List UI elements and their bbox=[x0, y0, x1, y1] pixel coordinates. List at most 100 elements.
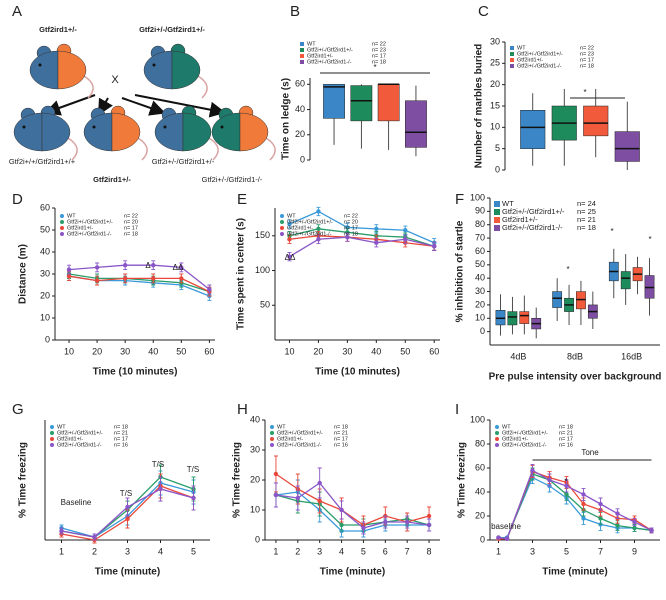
x-tick-label: 20 bbox=[92, 346, 102, 356]
mouse-body bbox=[143, 50, 173, 90]
data-point bbox=[564, 483, 569, 489]
offspring-label: Gtf2i+/-/Gtf2ird1+/- bbox=[152, 157, 215, 166]
y-axis-label: Distance (m) bbox=[18, 244, 29, 304]
legend-n: n= 16 bbox=[114, 442, 128, 448]
x-tick-label: 60 bbox=[204, 346, 214, 356]
legend-n: n= 22 bbox=[344, 213, 358, 219]
legend-label: Gtf2i+/-/Gtf2ird1+/- bbox=[67, 219, 113, 225]
box bbox=[620, 271, 631, 290]
legend-marker bbox=[494, 209, 500, 215]
data-point bbox=[581, 492, 586, 497]
y-tick-label: 90 bbox=[475, 206, 485, 216]
legend-marker bbox=[300, 60, 304, 64]
legend-n: n= 17 bbox=[580, 57, 594, 63]
series-line bbox=[68, 264, 210, 290]
annotation: Baseline bbox=[61, 498, 92, 507]
annotation: T/S bbox=[152, 460, 164, 469]
y-tick-label: 40 bbox=[250, 414, 260, 424]
data-point bbox=[632, 519, 637, 525]
legend-n: n= 16 bbox=[559, 442, 573, 448]
box bbox=[377, 84, 400, 122]
y-tick-label: 40 bbox=[475, 486, 485, 496]
legend-label: Gtf2i+/-/Gtf2ird1+/- bbox=[277, 430, 323, 436]
y-tick-label: 70 bbox=[475, 232, 485, 242]
legend-label: Gtf2i+/-/Gtf2ird1+/- bbox=[502, 430, 548, 436]
legend-marker bbox=[510, 52, 514, 56]
annotation: * bbox=[648, 235, 651, 244]
legend-n: n= 21 bbox=[559, 430, 573, 436]
legend-label: Gtf2ird1+/- bbox=[502, 436, 528, 442]
x-axis-label: Time (minute) bbox=[320, 567, 385, 578]
y-tick-label: 0 bbox=[480, 326, 485, 336]
series-line bbox=[68, 273, 210, 293]
x-axis-label: Time (10 minutes) bbox=[93, 367, 178, 378]
legend-label: Gtf2i+/-/Gtf2ird1-/- bbox=[287, 231, 332, 237]
legend-label: WT bbox=[517, 45, 526, 51]
x-tick-label: 7 bbox=[405, 546, 410, 556]
legend-label: Gtf2i+/-/Gtf2ird1-/- bbox=[277, 442, 322, 448]
x-tick-label: 4dB bbox=[510, 351, 526, 361]
y-tick-label: 40 bbox=[475, 273, 485, 283]
legend-marker bbox=[270, 425, 274, 429]
legend-n: n= 22 bbox=[372, 41, 386, 47]
data-point bbox=[316, 209, 321, 214]
legend-label: Gtf2ird1+/- bbox=[57, 436, 83, 442]
x-tick-label: 9 bbox=[632, 546, 637, 556]
x-axis-label: Time (10 minutes) bbox=[315, 367, 400, 378]
data-point bbox=[317, 480, 322, 486]
x-tick-label: 6 bbox=[383, 546, 388, 556]
y-tick-label: 0 bbox=[300, 154, 305, 164]
x-tick-label: 1 bbox=[59, 546, 64, 556]
legend-n: n= 17 bbox=[559, 436, 573, 442]
legend-marker bbox=[50, 437, 54, 441]
legend-marker bbox=[495, 431, 499, 435]
y-tick-label: 10 bbox=[250, 504, 260, 514]
y-tick-label: 100 bbox=[255, 265, 270, 275]
y-axis-label: % Time freezing bbox=[18, 442, 29, 518]
x-axis-label: Time (minute) bbox=[95, 567, 160, 578]
data-point bbox=[504, 536, 510, 541]
series-line bbox=[498, 473, 652, 540]
data-point bbox=[615, 511, 620, 516]
data-point bbox=[403, 228, 408, 233]
series-line bbox=[289, 235, 435, 247]
legend-n: n= 17 bbox=[114, 436, 128, 442]
annotation: ΔΔ bbox=[173, 263, 184, 272]
legend-n: n= 18 bbox=[580, 63, 594, 69]
x-tick-label: 3 bbox=[317, 546, 322, 556]
legend-label: Gtf2ird1+/- bbox=[517, 57, 543, 63]
legend-n: n= 21 bbox=[114, 430, 128, 436]
y-tick-label: 20 bbox=[250, 474, 260, 484]
data-point bbox=[273, 471, 279, 477]
mouse-tail bbox=[265, 137, 276, 161]
x-tick-label: 8dB bbox=[567, 351, 583, 361]
mouse-body bbox=[41, 112, 71, 152]
panel-letter: I bbox=[455, 401, 459, 418]
legend-marker bbox=[50, 443, 54, 447]
legend-label: Gtf2ird1+/- bbox=[277, 436, 303, 442]
x-tick-label: 50 bbox=[400, 346, 410, 356]
arrow bbox=[44, 94, 96, 116]
legend-n: n= 17 bbox=[344, 225, 358, 231]
y-axis-label: % Time freezing bbox=[457, 442, 468, 518]
y-tick-label: 40 bbox=[40, 246, 50, 256]
legend-marker bbox=[300, 54, 304, 58]
mouse-eye bbox=[152, 63, 156, 67]
box bbox=[614, 131, 640, 162]
data-point bbox=[316, 226, 321, 232]
y-tick-label: 25 bbox=[490, 58, 500, 68]
legend-marker bbox=[280, 214, 284, 218]
legend-n: n= 18 bbox=[559, 424, 573, 430]
mouse-body bbox=[239, 112, 269, 152]
box bbox=[519, 311, 530, 324]
series-line bbox=[275, 482, 430, 529]
box bbox=[350, 85, 373, 122]
offspring-label: Gtf2i+/-/Gtf2ird1-/- bbox=[202, 175, 263, 184]
annotation: * bbox=[373, 63, 376, 72]
y-axis-label: Time spent in center (s) bbox=[236, 218, 247, 330]
offspring-label: Gtf2i+/+/Gtf2ird1+/+ bbox=[9, 157, 76, 166]
x-tick-label: 4 bbox=[158, 546, 163, 556]
x-tick-label: 3 bbox=[530, 546, 535, 556]
legend-marker bbox=[280, 226, 284, 230]
cross-symbol: X bbox=[111, 74, 119, 86]
